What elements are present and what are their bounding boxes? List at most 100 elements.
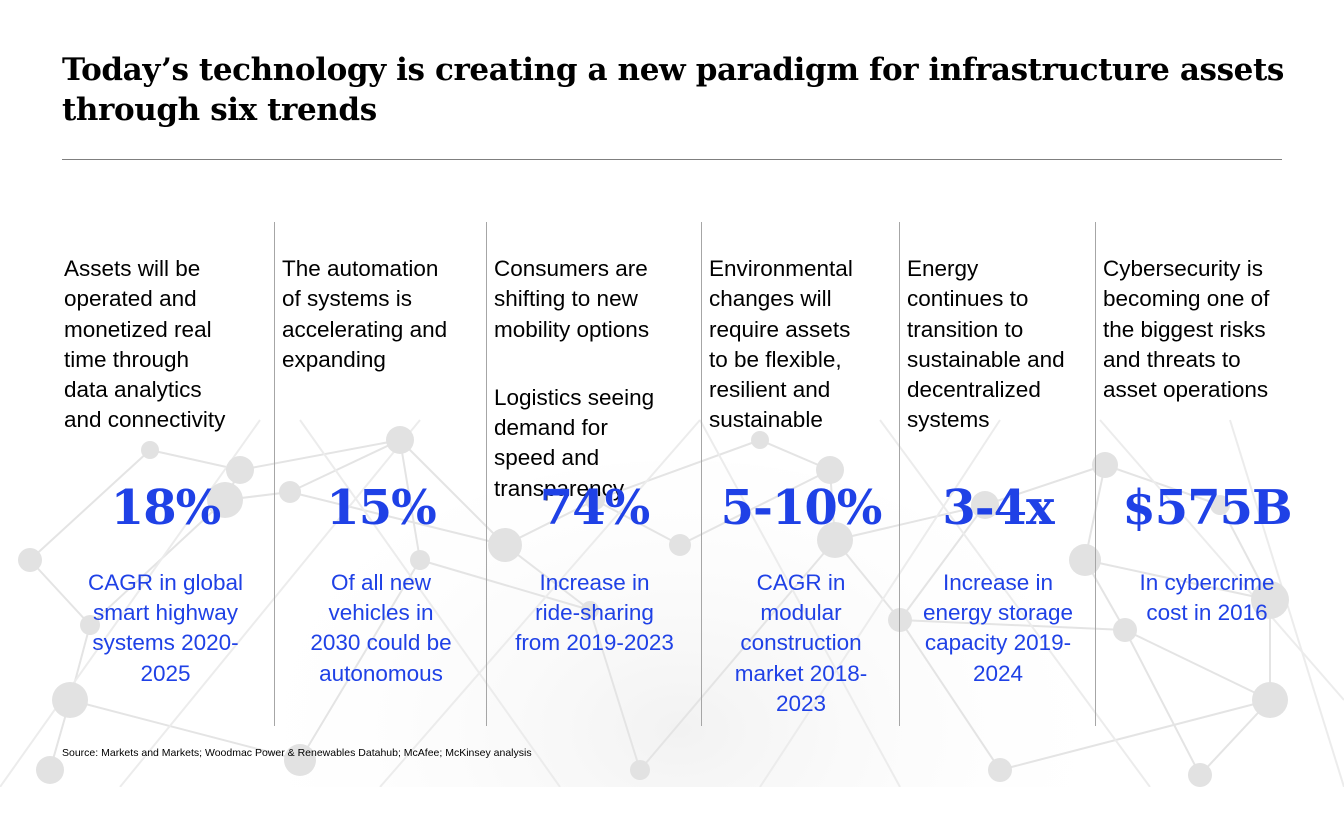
trend-column-environmental: Environmental changes will require asset…	[701, 222, 900, 726]
network-node	[488, 528, 522, 562]
network-link	[1124, 629, 1271, 701]
network-node	[1210, 495, 1230, 515]
network-link	[289, 491, 506, 546]
network-link	[834, 504, 986, 541]
network-node	[284, 744, 316, 776]
network-link	[149, 449, 241, 471]
network-link	[289, 439, 401, 493]
network-link	[999, 699, 1271, 771]
trend-headline: Cybersecurity is becoming one of the big…	[1103, 224, 1269, 435]
trend-stat: 15%	[326, 480, 436, 536]
network-node	[141, 441, 159, 459]
trend-stat-description: In cybercrime cost in 2016	[1139, 570, 1275, 626]
network-node	[817, 522, 853, 558]
network-node	[1252, 682, 1288, 718]
trend-column-data-analytics: Assets will be operated and monetized re…	[57, 222, 274, 726]
network-node	[226, 456, 254, 484]
network-node	[988, 758, 1012, 782]
network-node	[1069, 544, 1101, 576]
network-node	[386, 426, 414, 454]
network-node	[279, 481, 301, 503]
network-link	[0, 419, 261, 787]
network-node	[1113, 618, 1137, 642]
trend-column-automation: The automation of systems is acceleratin…	[274, 222, 487, 726]
globe-shape	[260, 460, 1100, 787]
network-link	[299, 419, 561, 787]
network-link	[679, 469, 831, 546]
network-node	[207, 482, 243, 518]
network-link	[29, 449, 151, 561]
network-link	[29, 559, 91, 626]
trend-column-mobility: Consumers are shifting to new mobility o…	[486, 222, 702, 726]
page-title: Today’s technology is creating a new par…	[62, 52, 1284, 128]
network-node	[971, 491, 999, 519]
trend-stat: 18%	[110, 480, 221, 536]
trend-stat-description: Of all new vehicles in 2030 could be aut…	[310, 570, 452, 686]
network-node	[630, 760, 650, 780]
network-node	[36, 756, 64, 784]
trend-stat: 74%	[539, 480, 650, 536]
title-divider	[62, 159, 1282, 160]
network-node	[751, 431, 769, 449]
trend-headline-text: Energy continues to transition to sustai…	[907, 256, 1065, 433]
network-link	[899, 619, 1001, 771]
trend-headline-text: The automation of systems is acceleratin…	[282, 256, 448, 372]
network-link	[879, 419, 1151, 787]
network-link	[239, 439, 401, 471]
network-link	[379, 419, 701, 787]
trend-column-energy: Energy continues to transition to sustai…	[899, 222, 1096, 726]
network-link	[639, 539, 836, 771]
network-link	[899, 504, 986, 621]
trend-stat: 5-10%	[720, 480, 883, 536]
trend-stat: $575B	[1122, 480, 1292, 536]
network-link	[1084, 559, 1271, 601]
trend-stat-description: Increase in ride-sharing from 2019-2023	[515, 570, 674, 656]
network-node	[585, 490, 605, 510]
network-link	[984, 464, 1106, 506]
network-link	[69, 699, 301, 761]
trend-headline-text: Consumers are shifting to new mobility o…	[494, 256, 650, 342]
network-link	[119, 419, 421, 787]
network-node	[52, 682, 88, 718]
network-link	[399, 439, 506, 546]
network-node	[1188, 763, 1212, 787]
network-node	[80, 615, 100, 635]
network-link	[594, 439, 761, 501]
trend-headline: Consumers are shifting to new mobility o…	[494, 224, 654, 534]
network-node	[1092, 452, 1118, 478]
trend-headline-text: Logistics seeing demand for speed and tr…	[494, 385, 655, 501]
trend-headline-text: Assets will be operated and monetized re…	[64, 256, 226, 433]
network-graphic-group	[0, 419, 1344, 787]
network-link	[504, 544, 591, 611]
trend-headline: The automation of systems is acceleratin…	[282, 224, 447, 405]
trend-stat-description: CAGR in global smart highway systems 202…	[87, 570, 244, 686]
network-link	[1104, 464, 1221, 506]
trend-stat-description: CAGR in modular construction market 2018…	[734, 570, 868, 716]
trend-headline: Assets will be operated and monetized re…	[64, 224, 225, 466]
network-link	[589, 609, 641, 771]
network-link	[299, 559, 421, 761]
network-node	[410, 550, 430, 570]
trend-column-cybersecurity: Cybersecurity is becoming one of the big…	[1095, 222, 1318, 726]
network-link	[399, 439, 421, 561]
trend-headline-text: Environmental changes will require asset…	[709, 256, 853, 433]
trend-stat-description: Increase in energy storage capacity 2019…	[922, 570, 1074, 686]
network-link	[594, 499, 681, 546]
network-link	[89, 499, 226, 626]
trend-headline-text: Cybersecurity is becoming one of the big…	[1103, 256, 1270, 403]
network-link	[1124, 629, 1201, 776]
network-node	[18, 548, 42, 572]
trend-headline: Environmental changes will require asset…	[709, 224, 853, 466]
network-link	[419, 559, 591, 611]
trend-headline: Energy continues to transition to sustai…	[907, 224, 1065, 466]
network-link	[699, 419, 901, 787]
network-link	[759, 419, 1001, 787]
network-node	[816, 456, 844, 484]
network-link	[899, 619, 1126, 631]
network-node	[581, 601, 599, 619]
source-footnote: Source: Markets and Markets; Woodmac Pow…	[62, 747, 532, 759]
network-node	[669, 534, 691, 556]
network-node	[1251, 581, 1289, 619]
network-node	[888, 608, 912, 632]
